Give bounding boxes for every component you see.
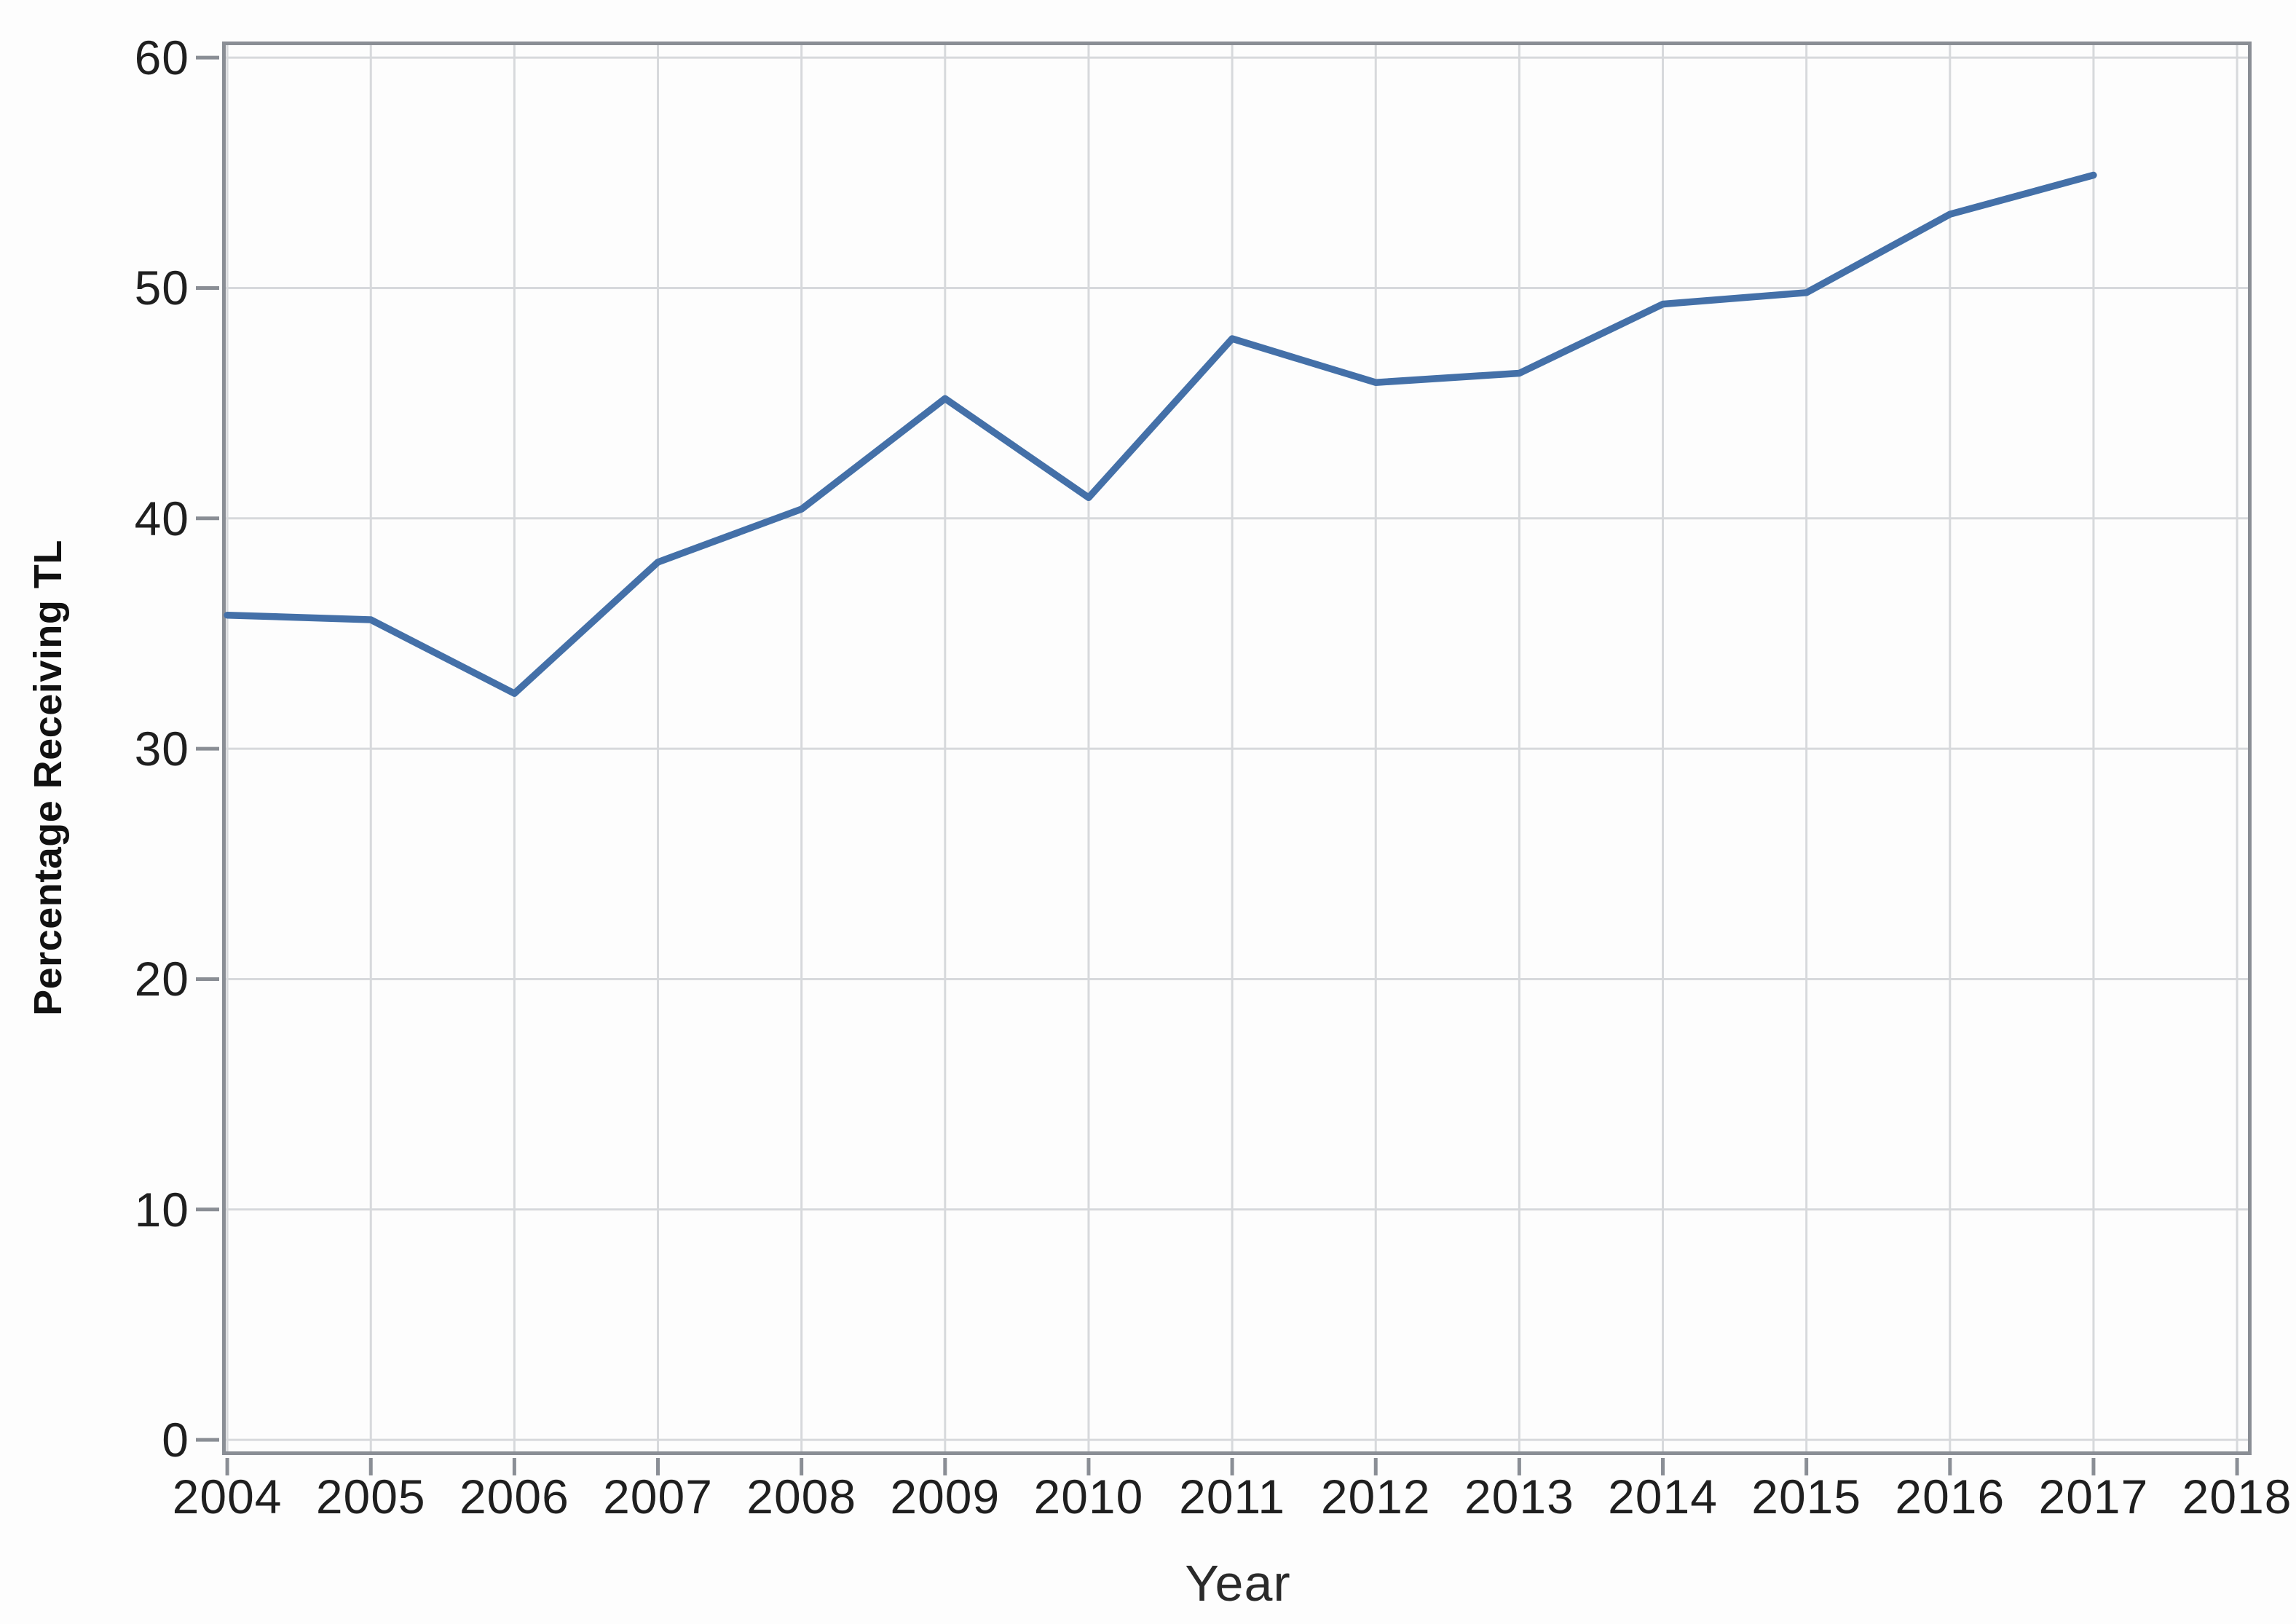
y-tick-label: 50	[134, 261, 189, 315]
chart-canvas	[196, 42, 2252, 1475]
plot-area	[196, 42, 2252, 1475]
x-tick-label: 2014	[1608, 1470, 1718, 1524]
x-tick-label: 2010	[1033, 1470, 1144, 1524]
x-tick-label: 2017	[2038, 1470, 2149, 1524]
x-tick-label: 2013	[1464, 1470, 1574, 1524]
x-tick-label: 2011	[1179, 1470, 1286, 1524]
x-tick-label: 2004	[172, 1470, 283, 1524]
x-tick-label: 2012	[1320, 1470, 1431, 1524]
y-tick-label: 40	[134, 491, 189, 545]
series-line	[224, 171, 2097, 697]
y-axis-title: Percentage Receiving TL	[26, 540, 70, 1016]
y-tick-label: 0	[162, 1413, 189, 1467]
x-tick-label: 2015	[1751, 1470, 1862, 1524]
plot-frame	[222, 42, 2252, 1455]
y-tick-label: 10	[134, 1182, 189, 1237]
x-tick-label: 2007	[603, 1470, 713, 1524]
x-axis-title: Year	[1185, 1555, 1291, 1612]
x-tick-label: 2005	[315, 1470, 426, 1524]
x-tick-label: 2016	[1895, 1470, 2005, 1524]
y-tick-label: 60	[134, 31, 189, 85]
x-tick-label: 2009	[890, 1470, 1001, 1524]
x-tick-label: 2006	[459, 1470, 569, 1524]
y-tick-label: 20	[134, 952, 189, 1006]
y-tick-label: 30	[134, 722, 189, 776]
x-tick-label: 2008	[746, 1470, 857, 1524]
x-tick-label: 2018	[2182, 1470, 2292, 1524]
